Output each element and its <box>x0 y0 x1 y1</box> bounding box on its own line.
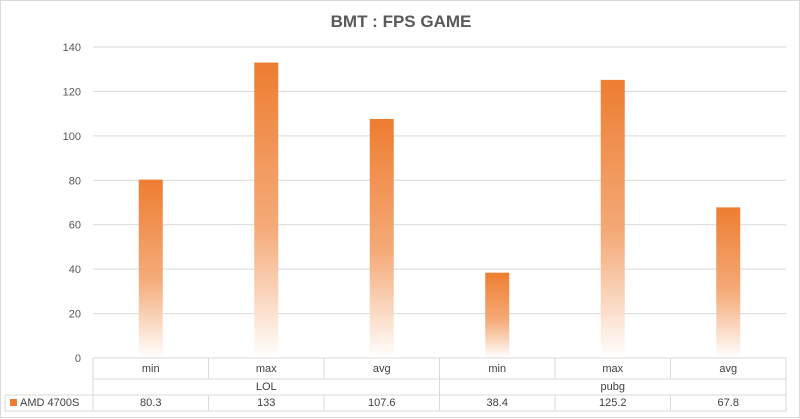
data-table-value: 80.3 <box>140 397 161 409</box>
x-tick-label: avg <box>373 363 391 375</box>
bar <box>485 272 510 358</box>
legend-label: AMD 4700S <box>20 397 79 409</box>
bars <box>138 62 741 359</box>
data-table-value: 38.4 <box>487 397 508 409</box>
bar <box>716 207 741 358</box>
y-tick-label: 40 <box>69 264 81 276</box>
bar <box>138 179 163 358</box>
y-tick-label: 20 <box>69 309 81 321</box>
x-tick-label: min <box>142 363 160 375</box>
bar <box>254 62 279 359</box>
group-label: pubg <box>601 381 625 393</box>
legend-swatch <box>10 399 17 406</box>
y-axis: 0 20 40 60 80 100 120 140 <box>63 42 81 365</box>
group-label: LOL <box>256 381 277 393</box>
data-table: min max avg min max avg LOL pubg AMD 4700S 80.3 13… <box>4 357 787 412</box>
data-table-value: 133 <box>257 397 275 409</box>
data-table-value: 107.6 <box>368 397 396 409</box>
x-tick-label: max <box>602 363 623 375</box>
x-tick-label: max <box>256 363 277 375</box>
bar <box>600 79 625 359</box>
bar <box>369 118 394 358</box>
gridlines <box>93 46 786 359</box>
chart-title: BMT : FPS GAME <box>331 12 472 31</box>
x-tick-label: min <box>488 363 506 375</box>
data-table-value: 125.2 <box>599 397 627 409</box>
x-tick-label: avg <box>719 363 737 375</box>
y-tick-label: 120 <box>63 86 81 98</box>
y-tick-label: 0 <box>75 353 81 365</box>
y-tick-label: 100 <box>63 131 81 143</box>
data-table-value: 67.8 <box>718 397 739 409</box>
y-tick-label: 80 <box>69 175 81 187</box>
y-tick-label: 60 <box>69 220 81 232</box>
y-tick-label: 140 <box>63 42 81 54</box>
